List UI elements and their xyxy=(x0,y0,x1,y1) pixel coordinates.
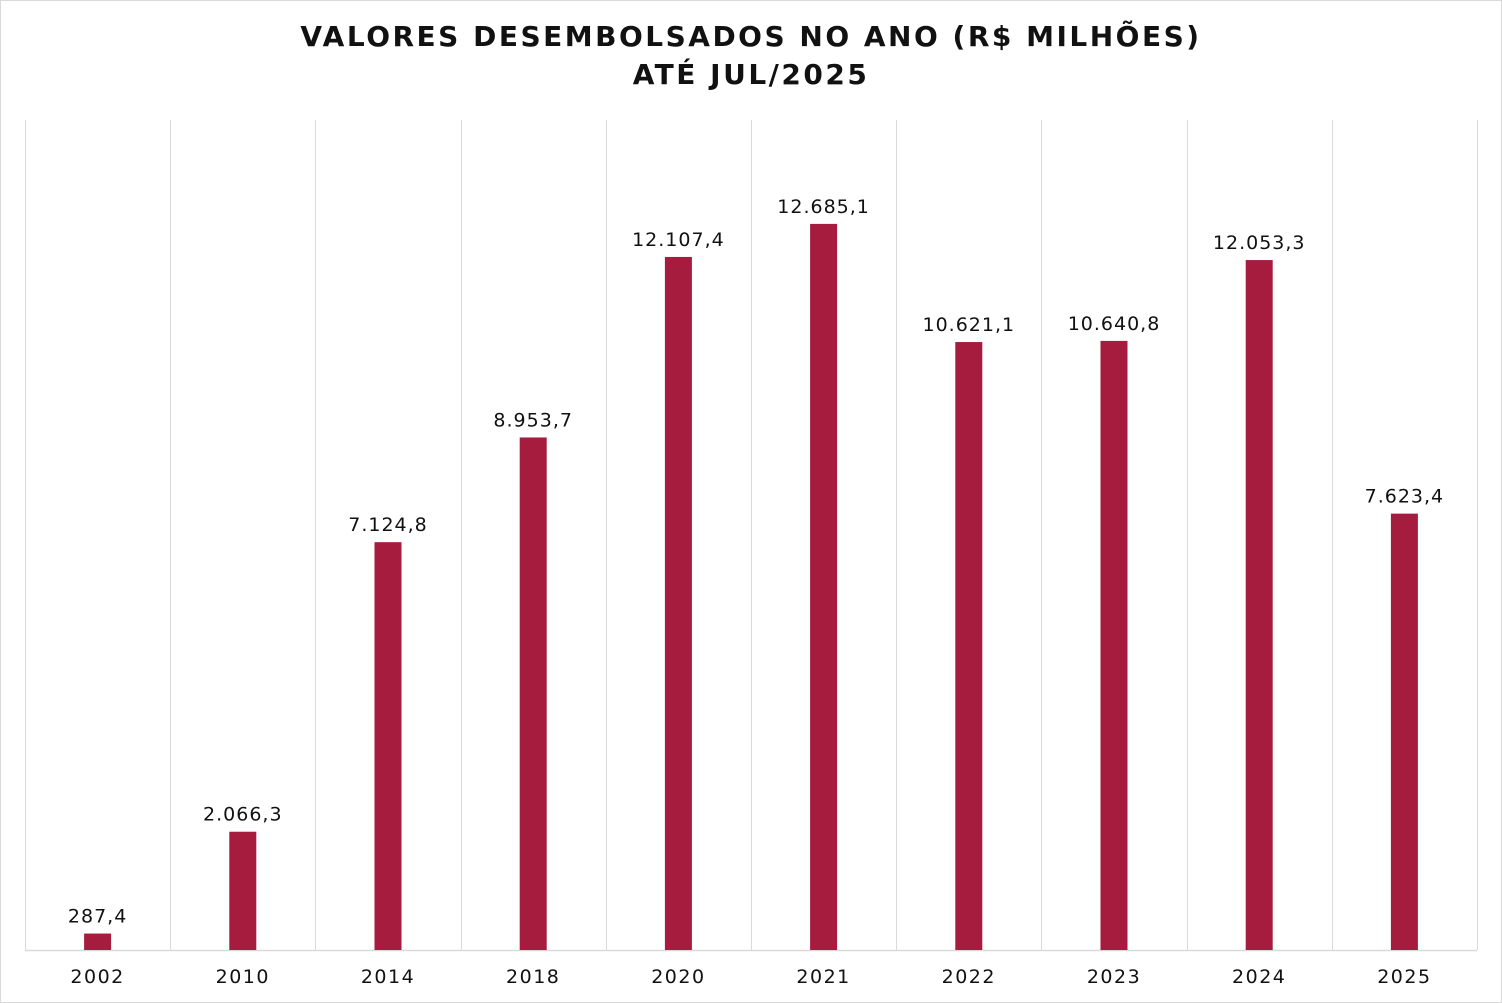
x-tick-label-2024: 2024 xyxy=(1232,966,1286,988)
bar-2018 xyxy=(519,437,547,950)
bar-2010 xyxy=(229,831,257,950)
x-tick-label-2014: 2014 xyxy=(361,966,415,988)
chart-subtitle: ATÉ JUL/2025 xyxy=(632,58,870,91)
bar-2002 xyxy=(84,933,112,950)
data-label-2020: 12.107,4 xyxy=(632,229,725,251)
bar-2023 xyxy=(1100,340,1128,950)
x-tick-label-2018: 2018 xyxy=(506,966,560,988)
bar-2020 xyxy=(664,256,692,951)
x-tick-label-2022: 2022 xyxy=(942,966,996,988)
bar-2025 xyxy=(1390,513,1418,950)
data-label-2018: 8.953,7 xyxy=(493,409,573,431)
x-tick-label-2021: 2021 xyxy=(796,966,850,988)
chart-title-line-1: VALORES DESEMBOLSADOS NO ANO (R$ MILHÕES… xyxy=(300,20,1202,53)
x-tick-label-2025: 2025 xyxy=(1377,966,1431,988)
bar-2024 xyxy=(1245,260,1273,950)
bar-2022 xyxy=(955,342,983,951)
data-label-2023: 10.640,8 xyxy=(1068,313,1161,335)
x-tick-label-2020: 2020 xyxy=(651,966,705,988)
data-label-2024: 12.053,3 xyxy=(1213,232,1306,254)
data-label-2025: 7.623,4 xyxy=(1365,486,1445,508)
data-label-2021: 12.685,1 xyxy=(777,196,870,218)
data-label-2010: 2.066,3 xyxy=(203,804,283,826)
data-label-2022: 10.621,1 xyxy=(922,314,1015,336)
bar-2014 xyxy=(374,542,402,950)
x-tick-label-2023: 2023 xyxy=(1087,966,1141,988)
data-label-2014: 7.124,8 xyxy=(348,514,428,536)
x-tick-label-2002: 2002 xyxy=(70,966,124,988)
chart-title: VALORES DESEMBOLSADOS NO ANO (R$ MILHÕES… xyxy=(0,18,1502,94)
data-label-2002: 287,4 xyxy=(68,906,127,928)
x-tick-label-2010: 2010 xyxy=(216,966,270,988)
bar-2021 xyxy=(810,223,838,950)
